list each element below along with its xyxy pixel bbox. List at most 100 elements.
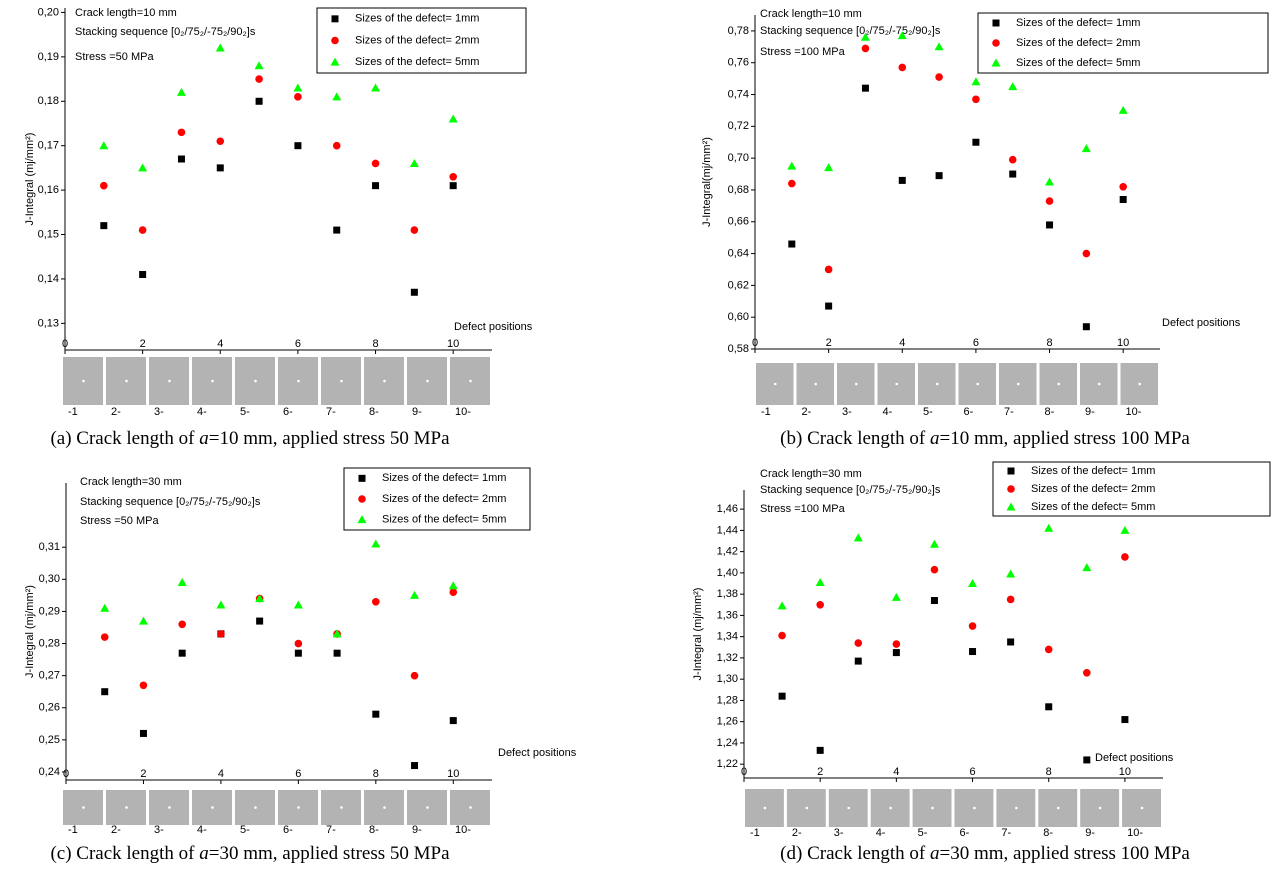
legend-label: Sizes of the defect= 5mm <box>1031 501 1155 513</box>
x-tick-label: 6 <box>295 768 301 780</box>
point <box>372 182 380 190</box>
legend-marker <box>992 19 1000 27</box>
legend-marker <box>1006 502 1016 511</box>
point <box>1044 523 1054 532</box>
x-tick-label: 10 <box>1119 766 1131 778</box>
y-tick-label: 0,72 <box>728 120 749 132</box>
panel-label: 7- <box>1001 827 1011 839</box>
panel-label: 9- <box>1085 827 1095 839</box>
point <box>1045 197 1054 205</box>
legend-label: Sizes of the defect= 5mm <box>1016 57 1140 69</box>
point <box>449 588 458 596</box>
y-tick-label: 0,13 <box>38 317 59 329</box>
y-tick-label: 0,26 <box>39 702 60 714</box>
point <box>139 729 147 737</box>
x-tick-label: 8 <box>373 768 379 780</box>
point <box>176 87 186 96</box>
legend-marker <box>1007 485 1015 493</box>
panel-label: 6- <box>964 406 974 418</box>
legend-label: Sizes of the defect= 2mm <box>1016 37 1140 49</box>
defect-dot <box>340 806 343 809</box>
point <box>898 176 906 184</box>
defect-dot <box>1016 382 1020 386</box>
point <box>294 93 302 101</box>
y-tick-label: 0,24 <box>39 766 60 778</box>
defect-dot <box>168 379 171 383</box>
legend-box <box>992 461 1271 517</box>
panel-label: 4- <box>876 827 886 839</box>
y-tick-label: 0,68 <box>728 184 749 196</box>
note: Crack length=30 mm <box>80 476 182 488</box>
point <box>101 688 109 696</box>
point <box>1006 569 1016 578</box>
point <box>861 84 869 92</box>
defect-dot <box>469 806 472 809</box>
x-tick-label: 10 <box>447 338 459 350</box>
defect-dot <box>1056 806 1060 810</box>
x-tick-label: 0 <box>63 768 69 780</box>
defect-dot <box>973 806 976 810</box>
y-tick-label: 0,66 <box>728 216 749 228</box>
legend-box <box>343 467 531 531</box>
defect-dot <box>847 806 851 810</box>
x-tick-label: 8 <box>1046 337 1052 349</box>
y-tick-label: 0,28 <box>39 637 60 649</box>
point <box>1081 144 1091 153</box>
point <box>333 649 341 657</box>
legend-label: Sizes of the defect= 5mm <box>382 514 506 526</box>
y-tick-label: 0,58 <box>728 343 749 355</box>
point <box>100 633 109 641</box>
y-tick-label: 1,44 <box>717 524 738 536</box>
note: Stacking sequence [0₂/75₂/-75₂/90₂]s <box>75 26 256 38</box>
point <box>815 577 825 586</box>
point <box>892 640 901 648</box>
panel-label: 9- <box>412 406 422 418</box>
point <box>99 141 109 150</box>
point <box>787 161 797 170</box>
defect-dot <box>805 806 809 810</box>
point <box>178 620 186 629</box>
x-tick-label: 8 <box>1046 766 1052 778</box>
point <box>824 163 834 172</box>
point <box>1046 221 1054 229</box>
caption-part: a <box>199 843 209 864</box>
point <box>255 594 265 603</box>
point <box>410 288 418 296</box>
x-tick-label: 10 <box>1117 337 1129 349</box>
y-axis-label: J-Integral (mj/mm²) <box>24 133 36 226</box>
panel-label: 6- <box>283 406 293 418</box>
point <box>216 137 225 146</box>
defect-dot <box>426 379 429 383</box>
x-tick-label: 10 <box>447 768 459 780</box>
point <box>177 578 187 587</box>
caption-part: a <box>199 428 209 449</box>
note: Stress =100 MPa <box>760 46 846 58</box>
annotation: Defect positions <box>1095 752 1174 764</box>
point <box>294 142 302 150</box>
annotation: Defect positions <box>454 321 533 333</box>
point <box>891 592 901 601</box>
panel-label: 10- <box>455 824 471 836</box>
y-axis-label: J-Integral(mj/mm²) <box>701 137 713 227</box>
defect-dot <box>340 379 343 383</box>
defect-dot <box>1097 382 1101 386</box>
point <box>333 226 341 234</box>
x-tick-label: 4 <box>899 337 905 349</box>
point <box>256 617 264 625</box>
point <box>972 95 980 104</box>
defect-dot <box>763 806 767 810</box>
x-tick-label: 0 <box>741 766 747 778</box>
y-tick-label: 0,20 <box>38 6 59 18</box>
defect-dot <box>254 806 257 809</box>
point <box>411 762 419 770</box>
x-tick-label: 0 <box>62 338 68 350</box>
note: Stress =50 MPa <box>75 51 154 63</box>
defect-dot <box>1140 806 1144 810</box>
caption: (a) Crack length of a=10 mm, applied str… <box>50 428 450 449</box>
note: Stress =100 MPa <box>760 503 846 515</box>
point <box>969 648 977 656</box>
panel-label: 8- <box>1043 827 1053 839</box>
point <box>1007 638 1015 646</box>
x-tick-label: 4 <box>217 338 223 350</box>
